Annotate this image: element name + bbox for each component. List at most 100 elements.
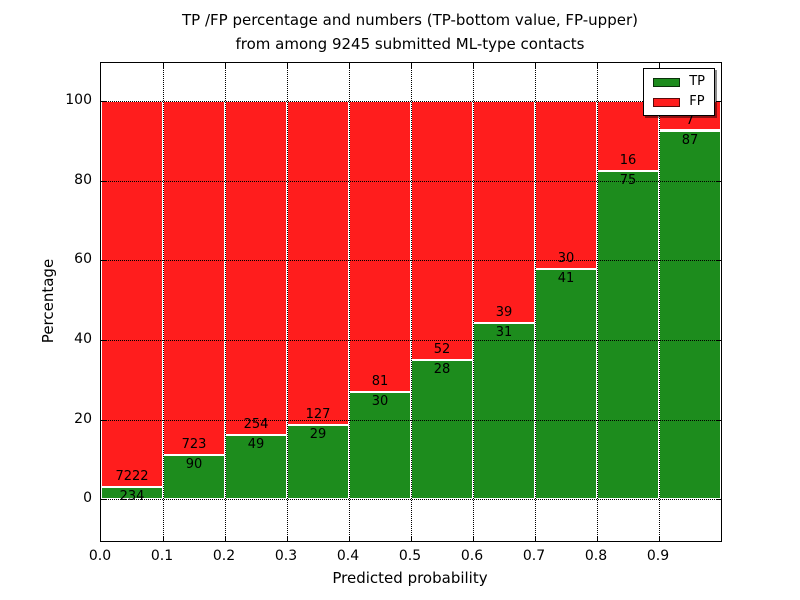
x-tick-label: 0.4 (336, 548, 360, 564)
bar-fp-segment (535, 100, 597, 270)
x-gridline (163, 63, 164, 541)
bar-tp-count-label: 90 (185, 457, 203, 473)
x-gridline (225, 63, 226, 541)
x-gridline (597, 63, 598, 541)
x-tick (473, 536, 474, 541)
y-tick-label: 40 (74, 330, 92, 347)
x-tick (535, 63, 536, 68)
y-tick-label: 0 (83, 490, 92, 507)
x-tick (659, 536, 660, 541)
y-tick-label: 100 (65, 91, 92, 108)
bar-tp-count-label: 49 (247, 436, 265, 452)
x-gridline (535, 63, 536, 541)
x-tick-label: 0.5 (398, 548, 422, 564)
x-tick (287, 63, 288, 68)
x-tick (597, 536, 598, 541)
y-tick (101, 419, 106, 421)
bar-fp-count-label: 81 (371, 373, 389, 389)
bar-tp-count-label: 31 (495, 324, 513, 340)
x-tick (163, 63, 164, 68)
legend-entry-fp: FP (653, 95, 705, 109)
x-tick (349, 536, 350, 541)
x-axis-title: Predicted probability (332, 569, 488, 587)
x-tick (225, 536, 226, 541)
bar-tp-count-label: 41 (557, 271, 575, 287)
legend-tp-label: TP (689, 74, 705, 89)
bar-tp-count-label: 75 (619, 172, 637, 188)
bar-fp-count-label: 16 (619, 152, 637, 168)
y-tick-label: 60 (74, 251, 92, 268)
y-tick (716, 419, 721, 421)
bar-fp-count-label: 52 (433, 341, 451, 357)
bar-tp-count-label: 30 (371, 393, 389, 409)
bar-tp-count-label: 29 (309, 427, 327, 443)
x-tick-label: 0.0 (88, 548, 112, 564)
bar-fp-segment (225, 100, 287, 435)
x-tick (287, 536, 288, 541)
bar-fp-count-label: 39 (495, 304, 513, 320)
x-gridline (659, 63, 660, 541)
bar-tp-segment (535, 269, 597, 500)
legend-tp-swatch (653, 77, 681, 87)
legend-entry-tp: TP (653, 75, 705, 89)
legend-fp-label: FP (689, 94, 705, 109)
bar-tp-count-label: 234 (119, 488, 145, 504)
x-tick (411, 63, 412, 68)
chart-title-line-2: from among 9245 submitted ML-type contac… (235, 35, 585, 53)
y-tick (716, 180, 721, 182)
x-tick (411, 536, 412, 541)
bar-fp-segment (287, 100, 349, 426)
x-tick-label: 0.3 (274, 548, 298, 564)
legend-fp-swatch (653, 97, 681, 107)
bar-tp-segment (473, 322, 535, 500)
y-tick (716, 499, 721, 501)
bar-tp-segment (163, 455, 225, 500)
chart-title-line-1: TP /FP percentage and numbers (TP-bottom… (182, 11, 638, 29)
x-tick-label: 0.9 (646, 548, 670, 564)
x-tick (225, 63, 226, 68)
bar-fp-count-label: 723 (181, 437, 207, 453)
bar-fp-segment (349, 100, 411, 392)
x-tick-label: 0.6 (460, 548, 484, 564)
x-tick (473, 63, 474, 68)
y-tick (101, 180, 106, 182)
bar-fp-count-label: 7 (685, 112, 695, 128)
x-tick-label: 0.1 (150, 548, 174, 564)
bar-fp-segment (163, 100, 225, 456)
x-gridline (411, 63, 412, 541)
bar-fp-segment (411, 100, 473, 360)
plot-area: 7222 234 723 90 254 49 127 29 81 30 52 28 39 31 30 41 16… (100, 62, 722, 542)
bar-fp-segment (101, 100, 163, 487)
y-tick-label: 80 (74, 171, 92, 188)
y-tick (101, 339, 106, 341)
y-tick (716, 260, 721, 262)
bar-tp-segment (597, 170, 659, 500)
bar-tp-count-label: 28 (433, 361, 451, 377)
x-tick (659, 63, 660, 68)
x-tick (163, 536, 164, 541)
y-tick (716, 339, 721, 341)
bar-fp-count-label: 127 (305, 407, 331, 423)
y-tick (101, 100, 106, 102)
chart-title: TP /FP percentage and numbers (TP-bottom… (100, 8, 720, 56)
x-tick (597, 63, 598, 68)
x-gridline (287, 63, 288, 541)
bar-fp-segment (473, 100, 535, 323)
x-tick (349, 63, 350, 68)
y-tick (716, 100, 721, 102)
bar-tp-segment (411, 359, 473, 500)
x-tick (535, 536, 536, 541)
bar-fp-count-label: 254 (243, 416, 269, 432)
bar-fp-count-label: 30 (557, 251, 575, 267)
bar-tp-segment (349, 391, 411, 500)
bar-tp-segment (101, 486, 163, 500)
y-tick (101, 499, 106, 501)
x-tick-label: 0.2 (212, 548, 236, 564)
x-tick-label: 0.8 (584, 548, 608, 564)
x-tick-label: 0.7 (522, 548, 546, 564)
bar-tp-count-label: 87 (681, 132, 699, 148)
x-gridline (473, 63, 474, 541)
bar-tp-segment (659, 130, 721, 500)
y-tick-label: 20 (74, 410, 92, 427)
